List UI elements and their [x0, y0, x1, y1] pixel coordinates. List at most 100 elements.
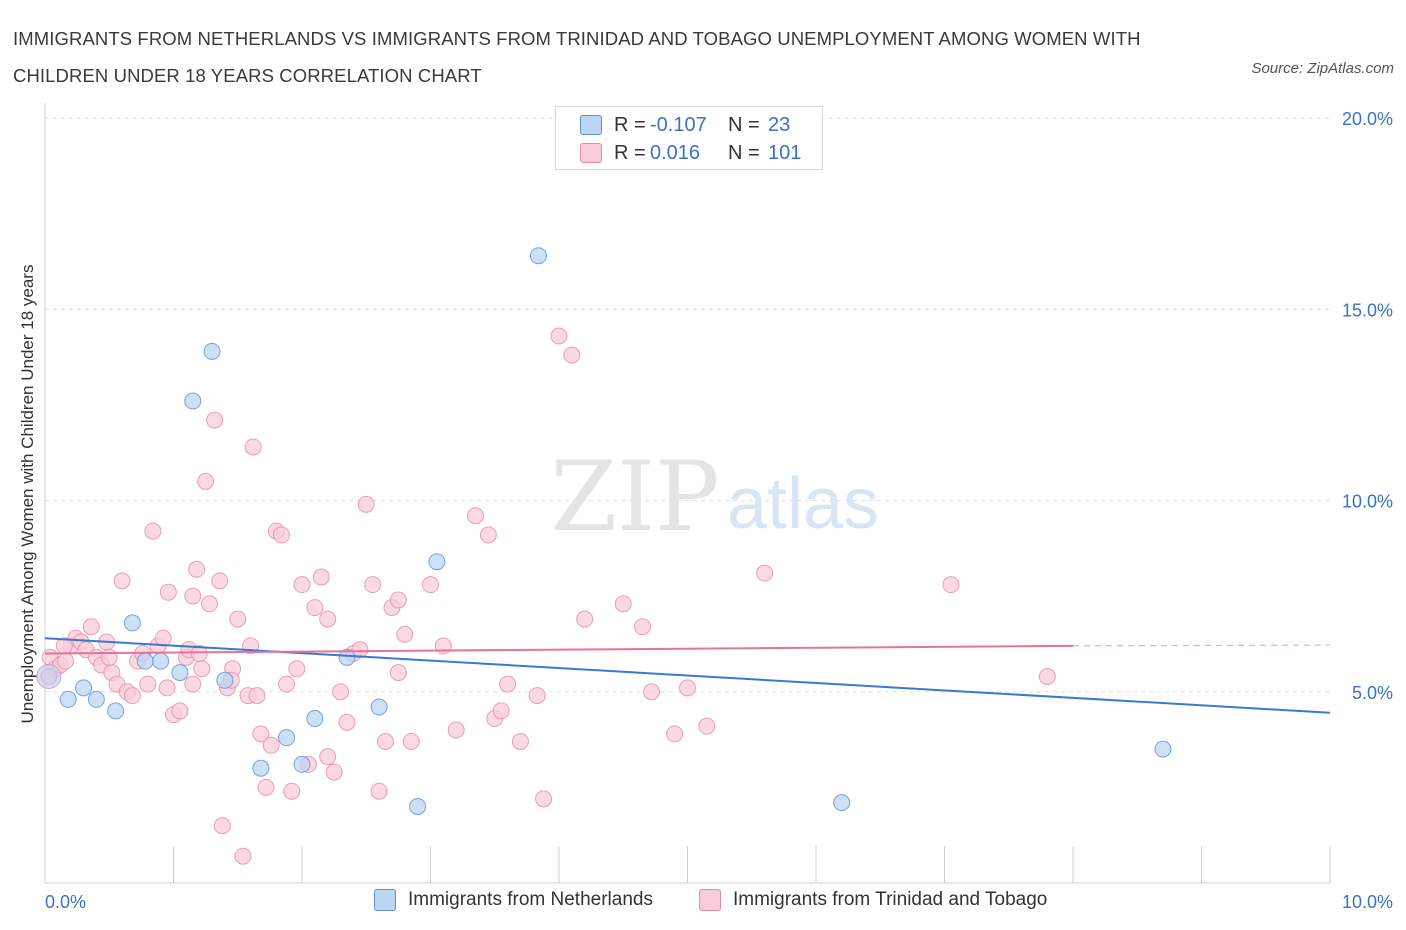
trinidad-point — [447, 721, 465, 739]
trinidad-point — [144, 522, 162, 540]
netherlands-point — [136, 652, 154, 670]
trinidad-point — [643, 683, 661, 701]
legend-r-value: 0.016 — [650, 141, 701, 164]
trinidad-point — [535, 790, 553, 808]
netherlands-point — [203, 342, 221, 360]
trinidad-point — [679, 679, 696, 697]
trinidad-point — [248, 687, 266, 705]
netherlands-point — [184, 392, 202, 410]
netherlands-point — [293, 755, 311, 773]
trinidad-point — [614, 595, 632, 613]
netherlands-point — [306, 710, 324, 728]
trinidad-point — [288, 660, 306, 678]
trinidad-point — [293, 576, 311, 594]
series-legend-netherlands: Immigrants from Netherlands — [374, 889, 653, 911]
trinidad-point — [325, 763, 343, 781]
trinidad-point — [698, 717, 716, 735]
trinidad-point — [422, 576, 439, 594]
trinidad-point — [479, 526, 497, 544]
y-tick-label: 10.0% — [1342, 492, 1393, 512]
trinidad-point — [396, 625, 414, 643]
trinidad-point — [563, 346, 581, 364]
netherlands-point — [428, 553, 446, 571]
netherlands-point — [278, 729, 296, 747]
trinidad-point — [139, 675, 157, 693]
trinidad-point — [159, 583, 177, 601]
netherlands-point — [87, 690, 105, 708]
trinidad-point — [634, 618, 652, 636]
trinidad-point — [332, 683, 350, 701]
netherlands-point — [75, 679, 93, 697]
trinidad-point — [942, 576, 960, 594]
trinidad-point — [357, 495, 375, 513]
trinidad-point — [576, 610, 594, 628]
trinidad-point — [370, 782, 388, 800]
trinidad-point — [257, 778, 275, 796]
netherlands-point — [123, 614, 141, 632]
watermark-atlas: atlas — [727, 464, 879, 544]
series-legend-label: Immigrants from Netherlands — [408, 889, 653, 910]
legend-n-value: 23 — [768, 113, 791, 136]
netherlands-point — [370, 698, 388, 716]
trinidad-point — [123, 687, 141, 705]
trinidad-point — [278, 675, 296, 693]
trinidad-point — [550, 327, 568, 345]
trinidad-point — [184, 675, 202, 693]
trinidad-point — [283, 782, 301, 800]
trinidad-point — [1038, 667, 1056, 685]
trinidad-point — [492, 702, 510, 720]
legend-n-value: 101 — [768, 141, 802, 164]
trinidad-point — [389, 591, 407, 609]
trinidad-point — [338, 713, 356, 731]
legend-r-value: -0.107 — [650, 113, 707, 136]
legend-r-label: R = — [614, 113, 646, 136]
series-legend-swatch-trinidad — [699, 889, 721, 911]
chart-title: IMMIGRANTS FROM NETHERLANDS VS IMMIGRANT… — [13, 28, 1141, 86]
trinidad-point — [193, 660, 211, 678]
y-axis-title: Unemployment Among Women with Children U… — [18, 265, 37, 724]
legend-n-label: N = — [728, 113, 760, 136]
trinidad-point — [57, 652, 75, 670]
legend-row-trinidad: R = 0.016 N = 101 — [580, 140, 801, 166]
trinidad-point — [229, 610, 247, 628]
trinidad-point — [312, 568, 330, 586]
legend-r-label: R = — [614, 141, 646, 164]
netherlands-point — [59, 690, 77, 708]
netherlands-point — [1154, 740, 1172, 758]
trinidad-point — [82, 618, 100, 636]
trinidad-point — [402, 732, 420, 750]
netherlands-point — [252, 759, 270, 777]
trinidad-point — [158, 679, 176, 697]
trinidad-point — [756, 564, 774, 582]
trinidad-trend-extension — [1072, 644, 1331, 647]
legend-swatch-trinidad — [580, 143, 602, 163]
trinidad-point — [511, 732, 529, 750]
trinidad-point — [389, 664, 407, 682]
netherlands-point — [216, 671, 234, 689]
legend-n-label: N = — [728, 141, 760, 164]
trinidad-point — [262, 736, 280, 754]
trinidad-point — [171, 702, 189, 720]
netherlands-point — [152, 652, 170, 670]
trinidad-point — [154, 629, 172, 647]
trinidad-point — [377, 732, 395, 750]
trinidad-point — [306, 599, 324, 617]
trinidad-point — [234, 847, 252, 865]
trinidad-point — [528, 687, 546, 705]
netherlands-trend-line — [44, 637, 1331, 714]
trinidad-point — [100, 648, 118, 666]
watermark-zip: ZIP — [550, 441, 719, 553]
netherlands-point — [409, 798, 427, 815]
trinidad-point — [184, 587, 202, 605]
trinidad-point — [211, 572, 229, 590]
trinidad-point — [206, 411, 224, 429]
trinidad-point — [364, 576, 382, 594]
trinidad-point — [113, 572, 131, 590]
legend-row-netherlands: R = -0.107 N = 23 — [580, 112, 790, 138]
trinidad-point — [200, 595, 218, 613]
netherlands-point — [107, 702, 125, 720]
netherlands-point — [529, 247, 547, 265]
trinidad-point — [319, 610, 337, 628]
trinidad-point — [188, 560, 206, 578]
